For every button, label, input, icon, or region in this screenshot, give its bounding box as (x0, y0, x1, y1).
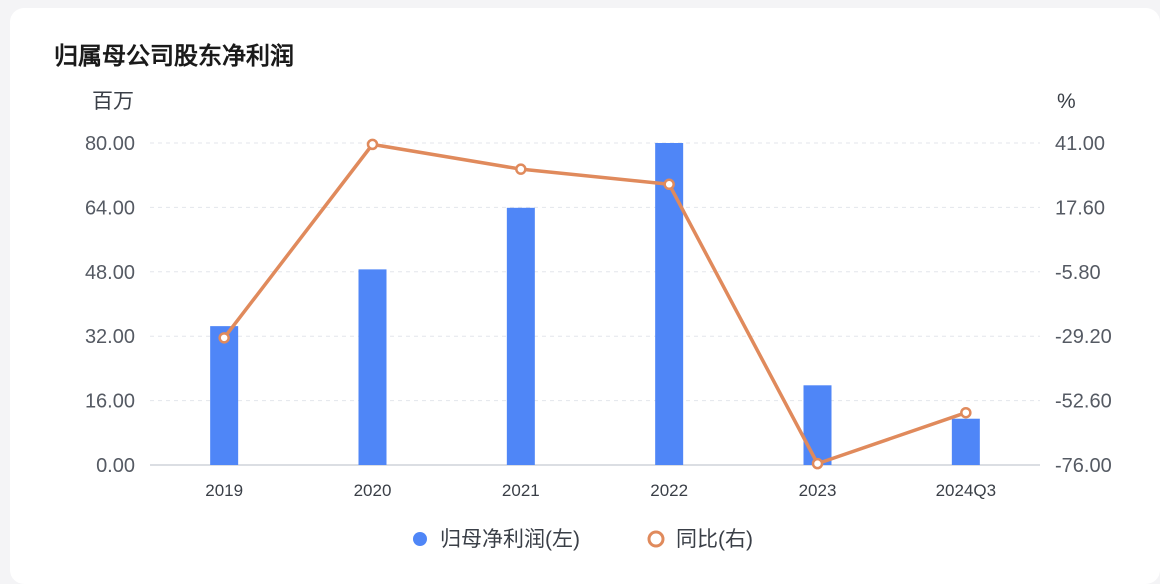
line-series (218, 138, 972, 470)
x-tick-label: 2019 (205, 481, 243, 500)
x-tick-label: 2022 (650, 481, 688, 500)
line-point[interactable] (960, 406, 972, 419)
bar[interactable] (210, 326, 239, 465)
bar[interactable] (655, 143, 684, 465)
axis-ticks: 0.00 -76.00 16.00 -52.60 32.00 -29.20 48.00 -5.… (85, 133, 1112, 500)
right-tick-label: 17.60 (1055, 197, 1105, 219)
line-path (222, 142, 967, 466)
legend-item-bar[interactable]: 归母净利润(左) (413, 528, 580, 551)
bar[interactable] (951, 418, 980, 465)
left-tick-label: 0.00 (96, 455, 135, 477)
legend-line-marker (647, 530, 665, 548)
grid-lines (150, 142, 1040, 466)
legend-bar-marker (413, 532, 427, 546)
legend-line-label: 同比(右) (676, 528, 753, 551)
left-tick-label: 64.00 (85, 197, 135, 219)
chart-card: 归属母公司股东净利润 (10, 8, 1160, 584)
x-tick-label: 2023 (799, 481, 837, 500)
line-point[interactable] (663, 178, 675, 191)
line-point[interactable] (366, 138, 379, 151)
left-axis-unit: 百万 (92, 90, 134, 113)
bar-series (210, 143, 980, 466)
right-tick-label: -76.00 (1055, 455, 1112, 477)
x-tick-label: 2021 (502, 481, 540, 500)
bar[interactable] (358, 269, 387, 465)
left-tick-label: 16.00 (85, 391, 135, 413)
right-tick-label: -52.60 (1055, 391, 1112, 413)
line-point[interactable] (218, 332, 230, 344)
right-tick-label: 41.00 (1055, 133, 1105, 155)
x-tick-label: 2020 (354, 481, 392, 500)
chart-title: 归属母公司股东净利润 (54, 43, 294, 70)
bar[interactable] (803, 385, 832, 465)
left-tick-label: 48.00 (85, 262, 135, 284)
right-tick-label: -5.80 (1055, 262, 1101, 284)
right-axis-unit: % (1057, 90, 1076, 113)
legend: 归母净利润(左) 同比(右) (413, 528, 753, 551)
line-point[interactable] (811, 457, 824, 470)
left-tick-label: 80.00 (85, 133, 135, 155)
legend-item-line[interactable]: 同比(右) (647, 528, 753, 551)
line-point[interactable] (515, 163, 527, 175)
right-tick-label: -29.20 (1055, 326, 1112, 348)
x-tick-label: 2024Q3 (936, 481, 997, 500)
left-tick-label: 32.00 (85, 326, 135, 348)
legend-bar-label: 归母净利润(左) (440, 528, 580, 551)
bar[interactable] (506, 207, 535, 466)
